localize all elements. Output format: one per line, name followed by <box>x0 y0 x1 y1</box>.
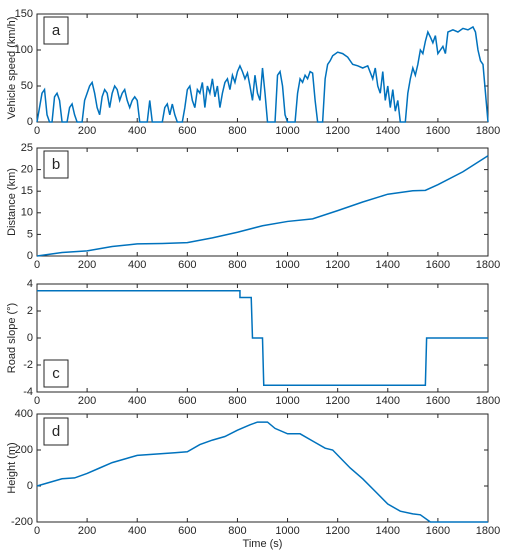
y-axis-label: Vehicle speed (km/h) <box>6 17 18 120</box>
annotation-box <box>43 150 69 179</box>
x-tick-label: 400 <box>128 395 146 407</box>
y-tick-label: 25 <box>21 142 33 154</box>
y-tick-label: 100 <box>15 44 33 56</box>
x-tick-label: 0 <box>34 395 40 407</box>
x-tick-label: 1200 <box>325 395 349 407</box>
x-tick-label: 600 <box>178 525 196 537</box>
y-tick-label: 50 <box>21 80 33 92</box>
x-tick-label: 200 <box>78 125 96 137</box>
axes-box <box>36 413 489 523</box>
x-tick-label: 1400 <box>376 125 400 137</box>
y-tick-label: -4 <box>23 386 33 398</box>
x-tick-label: 1600 <box>426 525 450 537</box>
x-tick-label: 1600 <box>426 259 450 271</box>
x-tick-label: 1000 <box>275 525 299 537</box>
x-tick-label: 800 <box>228 259 246 271</box>
y-axis-label: Height (m) <box>6 442 18 493</box>
x-tick-label: 200 <box>78 395 96 407</box>
x-tick-label: 1800 <box>476 395 500 407</box>
line-series <box>36 25 489 123</box>
x-tick-label: 1400 <box>376 525 400 537</box>
annotation-box <box>43 417 69 446</box>
y-tick-label: 150 <box>15 8 33 20</box>
y-tick-label: 15 <box>21 185 33 197</box>
x-tick-label: 1200 <box>325 259 349 271</box>
y-tick-label: 5 <box>27 228 33 240</box>
x-tick-label: 1400 <box>376 259 400 271</box>
x-tick-label: 200 <box>78 259 96 271</box>
y-tick-label: 10 <box>21 207 33 219</box>
x-tick-label: 1800 <box>476 259 500 271</box>
line-series <box>36 421 488 523</box>
x-tick-label: 1400 <box>376 395 400 407</box>
x-tick-label: 800 <box>228 125 246 137</box>
x-tick-label: 0 <box>34 125 40 137</box>
y-tick-label: 0 <box>27 480 33 492</box>
x-tick-label: 400 <box>128 125 146 137</box>
y-tick-label: 400 <box>15 408 33 420</box>
x-tick-label: 1600 <box>426 125 450 137</box>
annotation: b <box>52 156 60 173</box>
y-tick-label: 0 <box>27 250 33 262</box>
x-tick-label: 1000 <box>275 125 299 137</box>
axes-box <box>36 13 489 123</box>
annotation-box <box>43 359 69 388</box>
annotation: a <box>52 22 61 39</box>
x-tick-label: 800 <box>228 525 246 537</box>
y-tick-label: -200 <box>11 516 33 528</box>
x-tick-label: 600 <box>178 395 196 407</box>
axes-box <box>36 147 489 257</box>
x-tick-label: 200 <box>78 525 96 537</box>
line-series <box>36 155 489 257</box>
y-tick-label: 20 <box>21 164 33 176</box>
x-tick-label: 0 <box>34 259 40 271</box>
annotation-box <box>43 16 69 45</box>
x-tick-label: 1200 <box>325 125 349 137</box>
y-axis-label: Distance (km) <box>6 168 18 236</box>
x-tick-label: 0 <box>34 525 40 537</box>
y-tick-label: 4 <box>27 278 33 290</box>
x-tick-label: 1000 <box>275 395 299 407</box>
x-tick-label: 400 <box>128 525 146 537</box>
y-tick-label: 0 <box>27 116 33 128</box>
y-tick-label: 0 <box>27 332 33 344</box>
y-axis-label: Road slope (°) <box>6 303 18 373</box>
x-axis-label: Time (s) <box>243 538 283 550</box>
x-tick-label: 1200 <box>325 525 349 537</box>
x-tick-label: 1800 <box>476 125 500 137</box>
x-tick-label: 800 <box>228 395 246 407</box>
line-series <box>37 290 488 386</box>
x-tick-label: 600 <box>178 259 196 271</box>
x-tick-label: 1800 <box>476 525 500 537</box>
x-tick-label: 600 <box>178 125 196 137</box>
x-tick-label: 1000 <box>275 259 299 271</box>
y-tick-label: 200 <box>15 444 33 456</box>
annotation: d <box>52 423 60 440</box>
annotation: c <box>52 365 60 382</box>
y-tick-label: 2 <box>27 305 33 317</box>
x-tick-label: 1600 <box>426 395 450 407</box>
y-tick-label: -2 <box>23 359 33 371</box>
x-tick-label: 400 <box>128 259 146 271</box>
